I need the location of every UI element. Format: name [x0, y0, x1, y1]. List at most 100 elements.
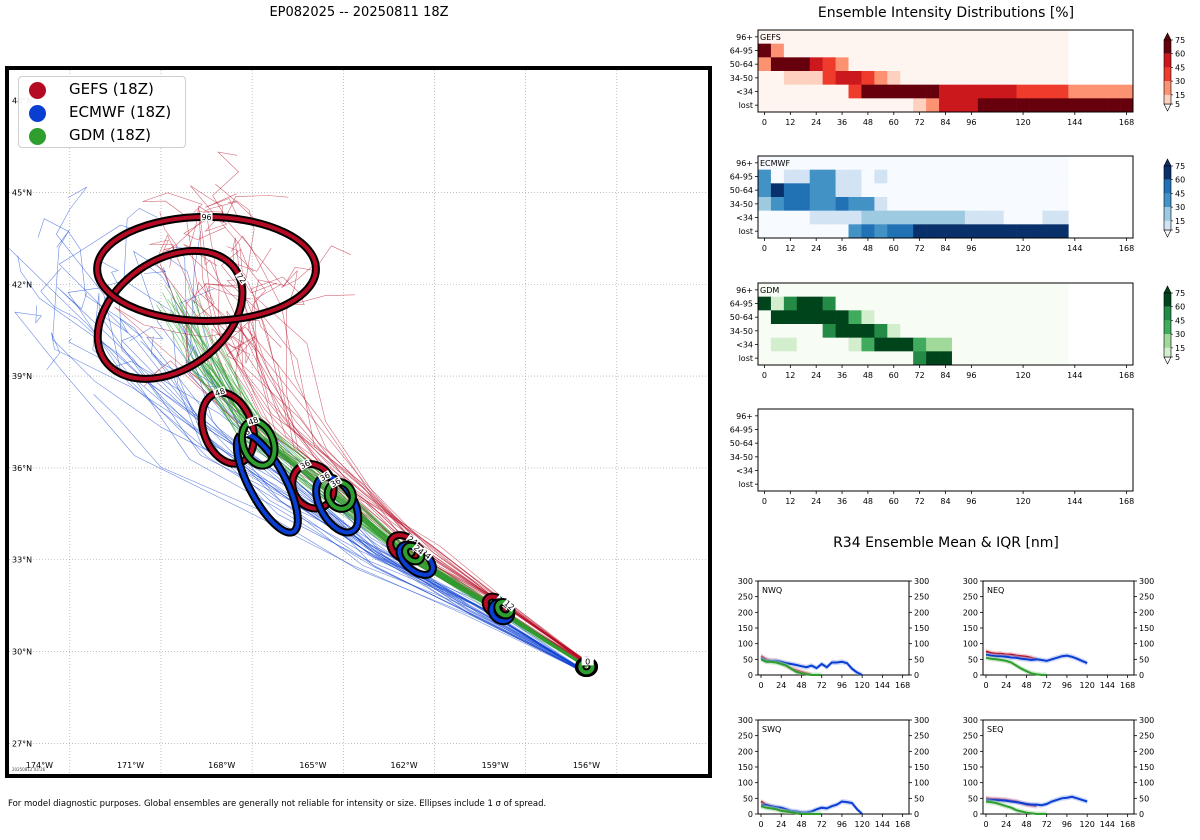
- y-tick-label-right: 0: [914, 810, 919, 819]
- heatmap-cell: [926, 351, 940, 366]
- heatmap-cell: [977, 156, 992, 170]
- y-tick-label: 0: [748, 810, 753, 819]
- heatmap-cell: [887, 197, 901, 211]
- heatmap-cell: [848, 296, 862, 311]
- heatmap-cell: [1055, 156, 1069, 170]
- y-tick-label-right: 300: [914, 577, 929, 586]
- heatmap-cell: [913, 224, 927, 239]
- x-tick-label: 24: [1001, 681, 1011, 690]
- heatmap-cell: [822, 84, 836, 99]
- heatmap-cell: [951, 337, 966, 352]
- heatmap-cell: [861, 296, 875, 311]
- heatmap-cell: [861, 57, 875, 72]
- gdm-iqr-band: [986, 799, 1047, 814]
- heatmap-cell: [977, 57, 992, 72]
- colorbar-tick-label: 5: [1175, 226, 1180, 235]
- heatmap-cell: [900, 324, 914, 338]
- heatmap-cell: [887, 283, 901, 297]
- x-tick-label: 72: [915, 244, 925, 253]
- heatmap-cell: [1120, 84, 1134, 99]
- heatmap-cell: [861, 210, 875, 225]
- heatmap-cell: [822, 283, 836, 297]
- colorbar-tick-label: 15: [1175, 217, 1185, 226]
- heatmap-cell: [939, 30, 953, 44]
- heatmap-cell: [783, 98, 798, 113]
- heatmap-cell: [1016, 283, 1030, 297]
- heatmap-cell: [939, 98, 953, 113]
- heatmap-cell: [835, 351, 849, 366]
- heatmap-cell: [783, 324, 798, 338]
- heatmap-cell: [822, 43, 836, 58]
- heatmap-cell: [913, 43, 927, 58]
- colorbar-bottom-arrow: [1163, 356, 1172, 365]
- ellipse-label-bg: [502, 598, 517, 612]
- heatmap-cell: [887, 337, 901, 352]
- x-tick-label: 72: [915, 497, 925, 506]
- heatmap-cell: [1081, 98, 1095, 113]
- x-tick-label: 120: [1015, 118, 1030, 127]
- x-tick-label: 96: [966, 497, 976, 506]
- x-tick-label: 144: [1067, 497, 1082, 506]
- ellipse-label-bg: [212, 386, 227, 398]
- heatmap-cell: [874, 57, 888, 72]
- heatmap-cell: [964, 337, 979, 352]
- gdm-mean-line: [985, 656, 1047, 676]
- heatmap-cell: [964, 43, 979, 58]
- colorbar-top-arrow: [1163, 285, 1172, 294]
- heatmap-cell: [809, 296, 823, 311]
- heatmap-cell: [939, 43, 953, 58]
- ecmwf-track: [46, 332, 576, 667]
- legend: GEFS (18Z) ECMWF (18Z) GDM (18Z): [18, 76, 186, 148]
- heatmap-cell: [796, 84, 811, 99]
- heatmap-cell: [770, 30, 785, 44]
- gefs-track: [226, 310, 591, 669]
- heatmap-cell: [822, 169, 836, 184]
- gdm-iqr-band: [761, 803, 822, 814]
- y-tick-label: 0: [973, 810, 978, 819]
- heatmap-cell: [1055, 337, 1069, 352]
- heatmap-cell: [913, 283, 927, 297]
- heatmap-cell: [990, 210, 1004, 225]
- x-tick-label: 168: [1120, 681, 1135, 690]
- heatmap-cell: [964, 30, 979, 44]
- x-tick-label: 96: [966, 371, 976, 380]
- heatmap-cell: [1042, 224, 1056, 239]
- heatmap-panel-empty: 96+ 64-95 50-64 34-50 <34 lost 0 12 24 36 48 60 72 84…: [730, 408, 1134, 506]
- lon-tick-label: 168°W: [208, 761, 235, 770]
- ellipse-ring: [95, 248, 245, 381]
- heatmap-cell: [951, 310, 966, 325]
- heatmap-cell: [990, 337, 1004, 352]
- y-tick-label: 64-95: [730, 426, 753, 435]
- heatmap-cell: [822, 98, 836, 113]
- heatmap-cell: [1016, 210, 1030, 225]
- heatmap-cell: [848, 43, 862, 58]
- map-title: EP082025 -- 20250811 18Z: [269, 5, 449, 20]
- heatmap-cell: [1029, 30, 1043, 44]
- heatmap-cell: [1016, 296, 1030, 311]
- ecmwf-track: [98, 259, 576, 668]
- heatmap-cell: [913, 351, 927, 366]
- x-tick-label: 84: [940, 371, 950, 380]
- gdm-mean-line: [760, 805, 822, 815]
- heatmap-cell: [1016, 57, 1030, 72]
- x-tick-label: 60: [889, 371, 899, 380]
- x-tick-label: 24: [776, 681, 786, 690]
- heatmap-cell: [874, 156, 888, 170]
- heatmap-cell: [990, 283, 1004, 297]
- heatmap-cell: [822, 351, 836, 366]
- heatmap-cell: [848, 71, 862, 85]
- heatmap-cell: [900, 30, 914, 44]
- heatmap-cell: [926, 84, 940, 99]
- y-tick-label-right: 300: [914, 716, 929, 725]
- heatmap-cell: [977, 310, 992, 325]
- heatmap-cell: [861, 156, 875, 170]
- heatmap-cell: [874, 71, 888, 85]
- heatmap-cell: [939, 324, 953, 338]
- ellipse-hour-label: 36: [298, 458, 311, 471]
- heatmap-cell: [951, 43, 966, 58]
- heatmap-cell: [848, 351, 862, 366]
- y-tick-label-right: 50: [1139, 794, 1149, 803]
- colorbar-tick-label: 15: [1175, 344, 1185, 353]
- colorbar-tick-label: 45: [1175, 189, 1185, 198]
